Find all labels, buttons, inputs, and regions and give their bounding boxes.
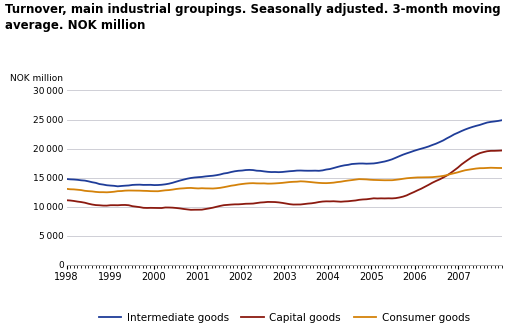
Capital goods bbox=[367, 197, 373, 201]
Intermediate goods bbox=[63, 177, 70, 181]
Intermediate goods bbox=[309, 169, 315, 173]
Legend: Intermediate goods, Capital goods, Consumer goods: Intermediate goods, Capital goods, Consu… bbox=[94, 308, 474, 323]
Consumer goods bbox=[499, 166, 505, 170]
Text: Turnover, main industrial groupings. Seasonally adjusted. 3-month moving
average: Turnover, main industrial groupings. Sea… bbox=[5, 3, 501, 32]
Consumer goods bbox=[63, 187, 70, 191]
Capital goods bbox=[63, 198, 70, 202]
Consumer goods bbox=[367, 178, 373, 182]
Consumer goods bbox=[104, 190, 110, 194]
Capital goods bbox=[488, 149, 494, 153]
Intermediate goods bbox=[184, 177, 190, 181]
Consumer goods bbox=[492, 166, 498, 170]
Text: NOK million: NOK million bbox=[10, 75, 63, 83]
Consumer goods bbox=[159, 189, 165, 193]
Capital goods bbox=[499, 149, 505, 152]
Line: Capital goods: Capital goods bbox=[67, 151, 502, 210]
Consumer goods bbox=[309, 180, 315, 184]
Capital goods bbox=[411, 190, 417, 194]
Consumer goods bbox=[488, 166, 494, 170]
Intermediate goods bbox=[367, 162, 373, 165]
Capital goods bbox=[309, 201, 315, 205]
Intermediate goods bbox=[499, 118, 505, 122]
Intermediate goods bbox=[488, 120, 494, 124]
Capital goods bbox=[188, 208, 194, 212]
Intermediate goods bbox=[411, 149, 417, 153]
Intermediate goods bbox=[159, 183, 165, 187]
Capital goods bbox=[181, 207, 187, 211]
Line: Consumer goods: Consumer goods bbox=[67, 168, 502, 192]
Intermediate goods bbox=[115, 184, 121, 188]
Capital goods bbox=[155, 206, 161, 210]
Line: Intermediate goods: Intermediate goods bbox=[67, 120, 502, 186]
Consumer goods bbox=[184, 186, 190, 190]
Consumer goods bbox=[411, 176, 417, 180]
